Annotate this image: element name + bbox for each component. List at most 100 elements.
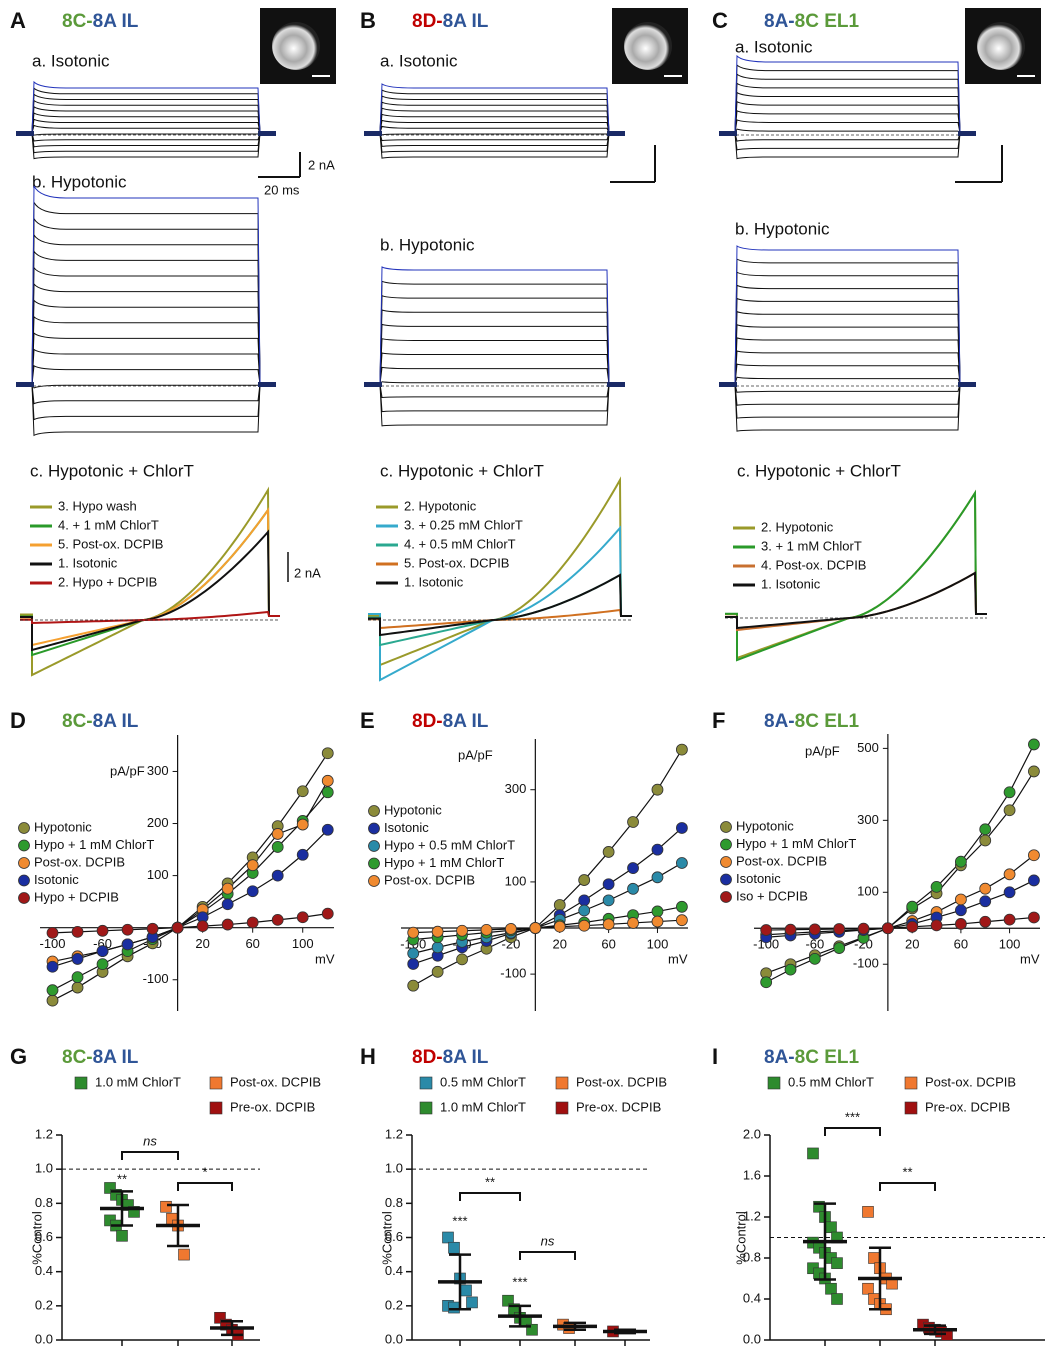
current-trace bbox=[18, 125, 272, 133]
legend-label: 4. + 1 mM ChlorT bbox=[58, 517, 159, 532]
series-line bbox=[53, 781, 328, 962]
significance-label: ** bbox=[117, 1171, 127, 1186]
current-trace bbox=[18, 251, 272, 384]
panel-title: 8C-8A IL bbox=[62, 11, 139, 32]
data-point bbox=[247, 886, 258, 897]
x-tick-label: 100 bbox=[999, 937, 1021, 952]
data-point bbox=[505, 923, 516, 934]
section-label: a. Isotonic bbox=[32, 51, 110, 70]
x-axis-label: mV bbox=[1020, 951, 1040, 966]
scale-label: 2 nA bbox=[294, 565, 321, 580]
current-trace bbox=[721, 364, 972, 384]
legend-label: Isotonic bbox=[34, 872, 79, 887]
significance-label: *** bbox=[845, 1109, 860, 1124]
panel-letter: B bbox=[360, 8, 376, 33]
current-trace bbox=[721, 133, 972, 150]
legend-marker bbox=[721, 822, 732, 833]
legend-marker bbox=[19, 823, 30, 834]
y-axis-label: pA/pF bbox=[110, 763, 145, 778]
title-part: 8C EL1 bbox=[795, 711, 860, 732]
y-tick-label: 0.2 bbox=[385, 1297, 403, 1312]
panel-letter: G bbox=[10, 1044, 27, 1069]
current-trace bbox=[366, 133, 621, 135]
baseline-noise bbox=[16, 382, 34, 387]
data-point bbox=[1028, 912, 1039, 923]
data-point bbox=[272, 870, 283, 881]
y-tick-label: 0.0 bbox=[743, 1331, 761, 1346]
data-point bbox=[832, 1294, 843, 1305]
data-point bbox=[47, 961, 58, 972]
data-point bbox=[652, 906, 663, 917]
x-axis-label: mV bbox=[668, 951, 688, 966]
data-point bbox=[980, 916, 991, 927]
significance-label: ** bbox=[902, 1164, 912, 1179]
panel-title: 8C-8A IL bbox=[62, 711, 139, 732]
data-point bbox=[481, 924, 492, 935]
y-tick-label: 1.0 bbox=[35, 1161, 53, 1176]
baseline-noise bbox=[607, 131, 625, 136]
data-point bbox=[834, 923, 845, 934]
baseline-noise bbox=[258, 382, 276, 387]
legend-marker bbox=[556, 1077, 568, 1089]
y-tick-label: 1.6 bbox=[743, 1167, 761, 1182]
data-point bbox=[652, 916, 663, 927]
data-point bbox=[603, 846, 614, 857]
title-part: 8A- bbox=[764, 11, 795, 32]
data-point bbox=[297, 912, 308, 923]
data-point bbox=[72, 953, 83, 964]
current-trace bbox=[721, 325, 972, 384]
data-point bbox=[47, 927, 58, 938]
title-part: 8A IL bbox=[443, 711, 489, 732]
data-point bbox=[761, 925, 772, 936]
y-tick-label: 0.4 bbox=[743, 1290, 761, 1305]
data-point bbox=[322, 775, 333, 786]
significance-label: ns bbox=[143, 1133, 157, 1148]
legend-marker bbox=[420, 1102, 432, 1114]
current-trace bbox=[721, 83, 972, 133]
data-point bbox=[97, 959, 108, 970]
legend-label: Hypotonic bbox=[736, 818, 794, 833]
title-part: 8A IL bbox=[443, 1047, 489, 1068]
data-point bbox=[322, 748, 333, 759]
current-trace bbox=[366, 108, 621, 133]
data-point bbox=[272, 828, 283, 839]
scale-label: 20 ms bbox=[264, 182, 300, 197]
y-axis-label: pA/pF bbox=[805, 743, 840, 758]
x-tick-label: 60 bbox=[245, 936, 259, 951]
data-point bbox=[761, 977, 772, 988]
data-point bbox=[161, 1201, 172, 1212]
data-point bbox=[1028, 875, 1039, 886]
y-tick-label: 1.2 bbox=[35, 1126, 53, 1141]
panel-letter: H bbox=[360, 1044, 376, 1069]
legend-marker bbox=[369, 876, 380, 887]
legend-marker bbox=[905, 1102, 917, 1114]
data-point bbox=[554, 899, 565, 910]
current-trace bbox=[721, 338, 972, 384]
data-point bbox=[530, 923, 541, 934]
current-trace bbox=[721, 74, 972, 133]
legend-label: 2. Hypotonic bbox=[761, 519, 834, 534]
data-point bbox=[579, 905, 590, 916]
data-point bbox=[122, 939, 133, 950]
section-label: b. Hypotonic bbox=[380, 235, 475, 254]
data-point bbox=[1028, 739, 1039, 750]
baseline-noise bbox=[719, 131, 737, 136]
data-point bbox=[72, 926, 83, 937]
current-trace bbox=[721, 93, 972, 133]
legend-label: Pre-ox. DCPIB bbox=[230, 1099, 315, 1114]
data-point bbox=[47, 995, 58, 1006]
data-point bbox=[1028, 766, 1039, 777]
x-tick-label: 60 bbox=[954, 937, 968, 952]
current-trace bbox=[18, 384, 272, 420]
current-trace bbox=[366, 114, 621, 133]
current-trace bbox=[366, 126, 621, 133]
data-point bbox=[863, 1283, 874, 1294]
data-point bbox=[1004, 869, 1015, 880]
current-trace bbox=[721, 56, 972, 133]
section-label: c. Hypotonic + ChlorT bbox=[380, 461, 544, 480]
current-trace bbox=[366, 384, 621, 426]
data-point bbox=[554, 921, 565, 932]
legend-marker bbox=[556, 1102, 568, 1114]
title-part: 8C- bbox=[62, 711, 93, 732]
current-trace bbox=[18, 333, 272, 384]
